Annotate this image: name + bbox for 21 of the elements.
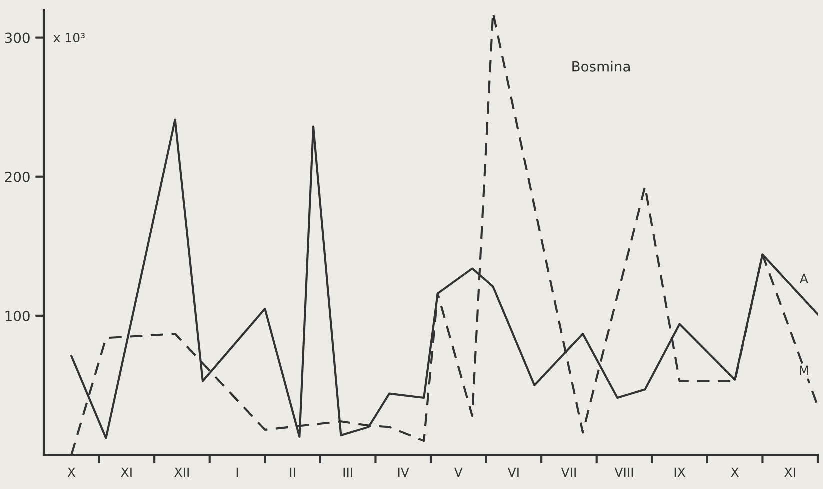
x-tick-label: II: [290, 468, 296, 477]
x-tick-label: IV: [398, 468, 410, 477]
x-tick-label: X: [731, 468, 739, 477]
x-tick-label: XI: [784, 468, 796, 477]
x-tick-label: VII: [561, 468, 576, 477]
x-tick-label: XI: [121, 468, 132, 477]
x-tick-label: III: [344, 468, 352, 477]
series-label: A: [800, 274, 808, 284]
y-tick-label: 300: [5, 32, 30, 44]
x-tick-label: VI: [508, 468, 519, 477]
x-tick-label: V: [454, 468, 463, 477]
x-tick-label: X: [68, 468, 76, 477]
y-tick-label: 200: [5, 172, 30, 182]
x-tick-label: VIII: [614, 468, 634, 477]
x-tick-label: IX: [674, 468, 686, 477]
x-tick-label: XII: [174, 468, 189, 477]
x-tick-label: I: [236, 468, 238, 477]
y-axis-title: x 10³: [54, 33, 85, 43]
y-tick-label: 100: [6, 310, 30, 322]
series-label: M: [800, 366, 808, 376]
text: Bosmina: [572, 61, 630, 72]
